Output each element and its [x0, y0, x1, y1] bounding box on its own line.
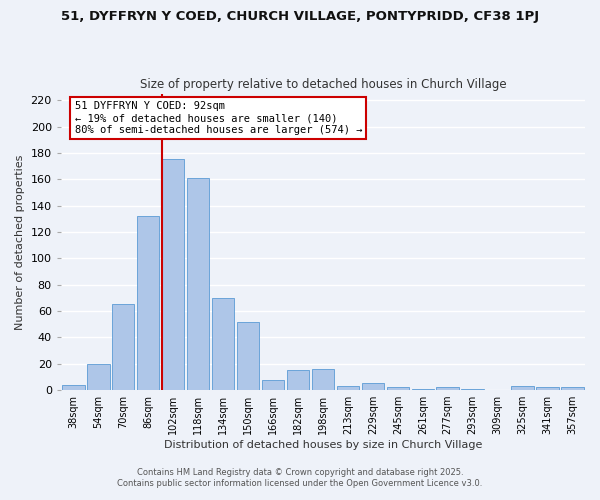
Bar: [62, 385, 85, 390]
Bar: [561, 388, 584, 390]
Bar: [311, 369, 334, 390]
Bar: [187, 178, 209, 390]
Bar: [337, 386, 359, 390]
Bar: [386, 388, 409, 390]
Text: 51, DYFFRYN Y COED, CHURCH VILLAGE, PONTYPRIDD, CF38 1PJ: 51, DYFFRYN Y COED, CHURCH VILLAGE, PONT…: [61, 10, 539, 23]
Bar: [536, 388, 559, 390]
Bar: [237, 322, 259, 390]
Bar: [262, 380, 284, 390]
Bar: [287, 370, 309, 390]
Bar: [162, 160, 184, 390]
Bar: [87, 364, 110, 390]
Bar: [511, 386, 534, 390]
Bar: [112, 304, 134, 390]
Y-axis label: Number of detached properties: Number of detached properties: [15, 154, 25, 330]
Bar: [137, 216, 160, 390]
Title: Size of property relative to detached houses in Church Village: Size of property relative to detached ho…: [140, 78, 506, 91]
Bar: [436, 388, 459, 390]
Bar: [461, 389, 484, 390]
X-axis label: Distribution of detached houses by size in Church Village: Distribution of detached houses by size …: [164, 440, 482, 450]
Text: Contains HM Land Registry data © Crown copyright and database right 2025.
Contai: Contains HM Land Registry data © Crown c…: [118, 468, 482, 487]
Bar: [412, 389, 434, 390]
Bar: [212, 298, 235, 390]
Text: 51 DYFFRYN Y COED: 92sqm
← 19% of detached houses are smaller (140)
80% of semi-: 51 DYFFRYN Y COED: 92sqm ← 19% of detach…: [74, 102, 362, 134]
Bar: [362, 384, 384, 390]
